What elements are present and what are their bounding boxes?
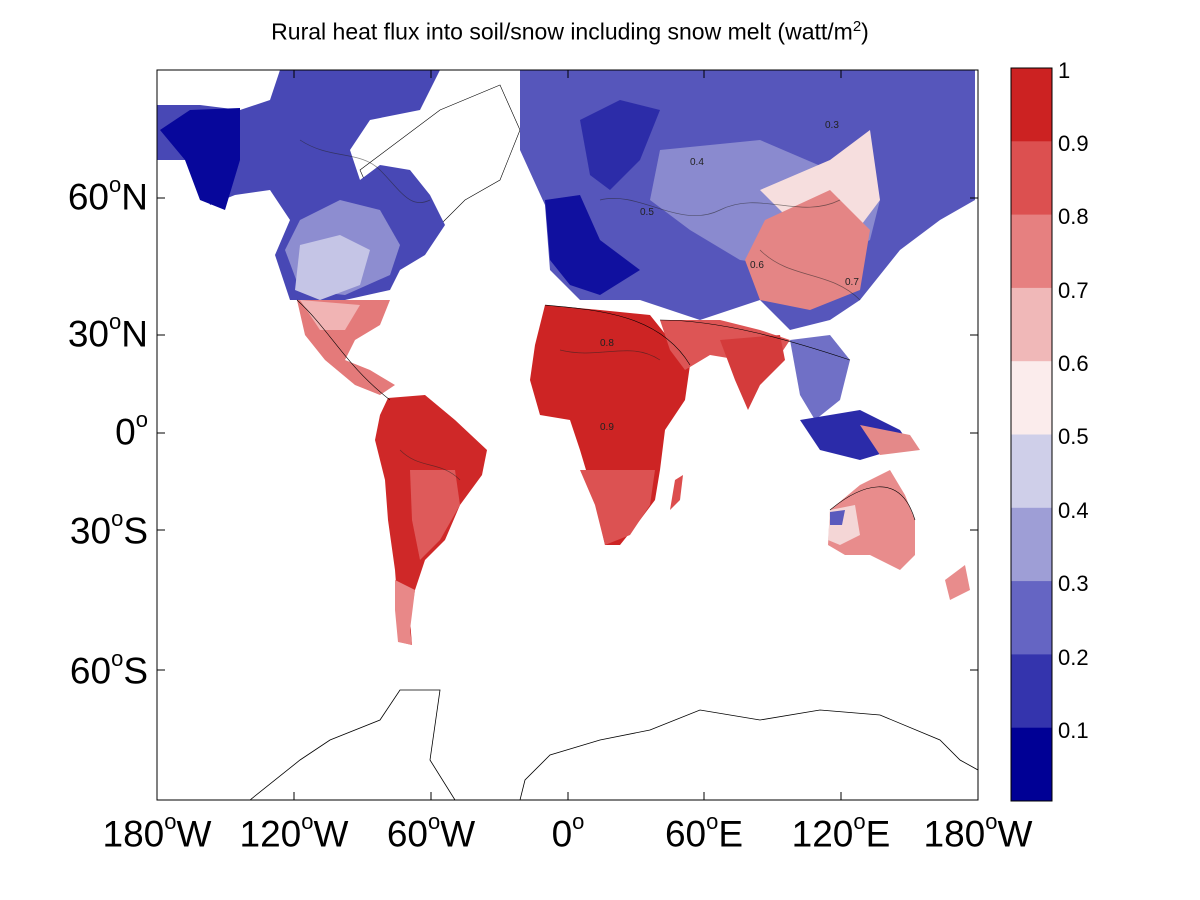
lat-label-60n: 60oN bbox=[67, 172, 148, 218]
lat-label-30n: 30oN bbox=[67, 309, 148, 355]
title-superscript: 2 bbox=[852, 18, 862, 35]
lon-label-180w-right: 180oW bbox=[923, 809, 1033, 855]
lat-label-30s: 30oS bbox=[69, 506, 148, 552]
colorbar-label: 0.1 bbox=[1058, 718, 1089, 743]
india bbox=[720, 335, 785, 410]
colorbar bbox=[1011, 68, 1052, 802]
lon-label-120e: 120oE bbox=[791, 809, 891, 855]
colorbar-label: 0.6 bbox=[1058, 351, 1089, 376]
colorbar-frame bbox=[1010, 67, 1053, 802]
contour-label: 0.7 bbox=[845, 277, 859, 288]
colorbar-band bbox=[1011, 727, 1052, 802]
axis-ticks bbox=[157, 70, 978, 800]
contour-lines bbox=[299, 139, 861, 481]
southeast-asia bbox=[790, 335, 850, 420]
title-text: Rural heat flux into soil/snow including… bbox=[271, 18, 853, 45]
australia bbox=[828, 470, 915, 570]
contour-label: 0.3 bbox=[825, 120, 839, 131]
madagascar bbox=[670, 475, 683, 510]
colorbar-label: 0.3 bbox=[1058, 571, 1089, 596]
lon-label-60e: 60oE bbox=[664, 809, 744, 855]
lat-label-60s: 60oS bbox=[69, 646, 148, 692]
lon-label-60w: 60oW bbox=[386, 809, 476, 855]
colorbar-label: 0.2 bbox=[1058, 645, 1089, 670]
new-zealand bbox=[945, 565, 970, 600]
lat-label-0: 0o bbox=[115, 407, 148, 453]
contour-label: 0.6 bbox=[750, 260, 764, 271]
lon-label-180w: 180oW bbox=[102, 809, 212, 855]
north-america-light bbox=[295, 235, 370, 300]
antarctica bbox=[157, 689, 978, 800]
map-plot-area bbox=[157, 70, 978, 800]
colorbar-band bbox=[1011, 507, 1052, 582]
map-title: Rural heat flux into soil/snow including… bbox=[150, 18, 990, 46]
australia-spot bbox=[830, 510, 845, 525]
contour-label: 0.8 bbox=[600, 338, 614, 349]
colorbar-label: 1 bbox=[1058, 58, 1071, 83]
colorbar-label: 0.8 bbox=[1058, 204, 1089, 229]
mexico-pink bbox=[300, 300, 360, 330]
colorbar-band bbox=[1011, 68, 1052, 142]
colorbar-label: 0.7 bbox=[1058, 278, 1089, 303]
colorbar-band bbox=[1011, 287, 1052, 362]
colorbar-label: 0.9 bbox=[1058, 131, 1089, 156]
colorbar-band bbox=[1011, 141, 1052, 216]
south-america-tip bbox=[395, 580, 415, 645]
south-america-pink bbox=[410, 470, 460, 560]
colorbar-label: 0.4 bbox=[1058, 498, 1089, 523]
colorbar-band bbox=[1011, 581, 1052, 655]
contour-label-group: 0.3 0.4 0.5 0.6 0.7 0.8 0.9 bbox=[600, 120, 859, 433]
colorbar-band bbox=[1011, 361, 1052, 435]
coastlines bbox=[296, 299, 916, 521]
contour-label: 0.4 bbox=[690, 157, 704, 168]
colorbar-band bbox=[1011, 214, 1052, 289]
east-asia-pink bbox=[745, 190, 870, 310]
north-america-deep bbox=[160, 108, 240, 210]
title-suffix: ) bbox=[861, 18, 869, 45]
europe-deep bbox=[545, 195, 640, 295]
contour-label: 0.5 bbox=[640, 207, 654, 218]
colorbar-label: 0.5 bbox=[1058, 424, 1089, 449]
lon-label-120w: 120oW bbox=[239, 809, 349, 855]
colorbar-band bbox=[1011, 434, 1052, 509]
scandinavia bbox=[580, 100, 660, 190]
contour-label: 0.9 bbox=[600, 422, 614, 433]
new-guinea bbox=[860, 425, 920, 455]
lon-label-0: 0o bbox=[551, 809, 585, 855]
africa-south bbox=[580, 470, 655, 545]
colorbar-band bbox=[1011, 654, 1052, 729]
